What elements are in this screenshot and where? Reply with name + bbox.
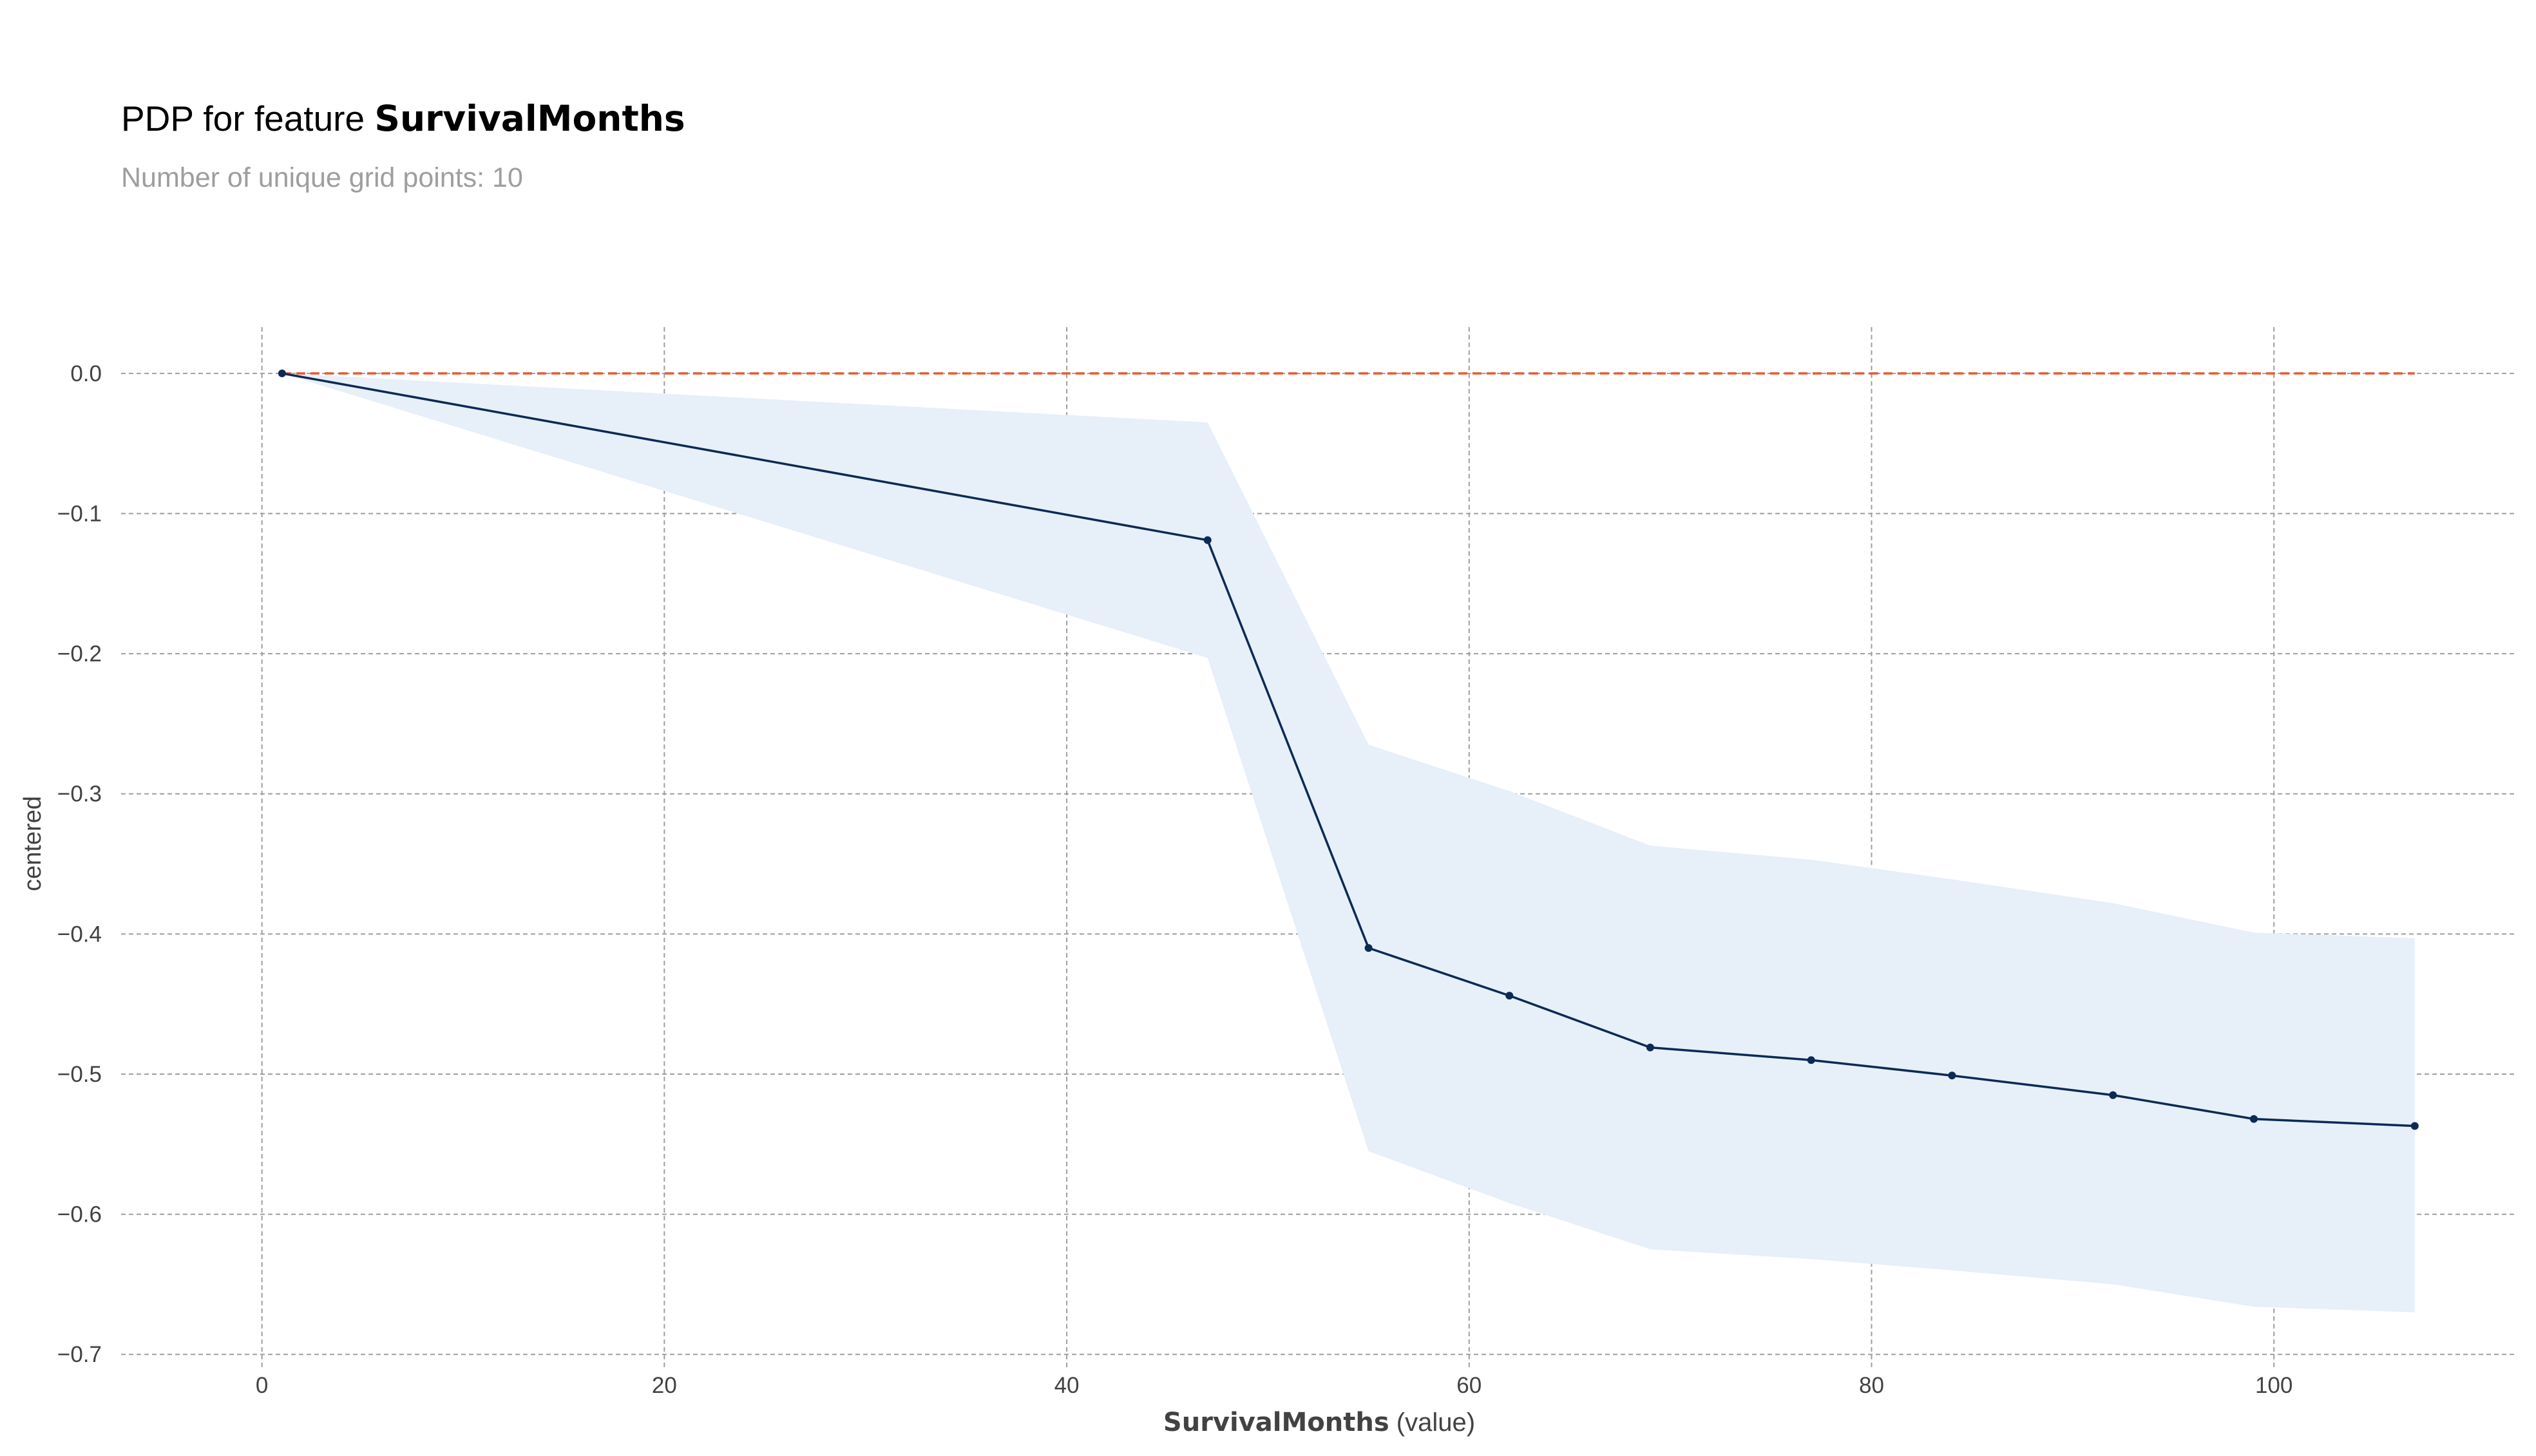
series-line-layer bbox=[281, 372, 2415, 1128]
confidence-band-layer bbox=[281, 373, 2415, 1312]
pdp-point bbox=[1948, 1072, 1956, 1080]
x-axis-label: SurvivalMonths (value) bbox=[1163, 1408, 1475, 1437]
pdp-point bbox=[278, 369, 286, 377]
confidence-band bbox=[281, 373, 2415, 1312]
pdp-point bbox=[2109, 1091, 2117, 1099]
chart-title: PDP for feature SurvivalMonths bbox=[121, 98, 685, 139]
pdp-point bbox=[1203, 536, 1212, 544]
x-tick-label: 100 bbox=[2255, 1373, 2293, 1398]
y-tick-label: −0.1 bbox=[57, 501, 102, 526]
y-tick-label: −0.3 bbox=[57, 782, 102, 807]
y-tick-label: −0.4 bbox=[57, 922, 102, 947]
x-tick-labels: 0 20 40 60 80 100 bbox=[256, 1373, 2293, 1398]
x-tick-label: 40 bbox=[1054, 1373, 1080, 1398]
x-axis-label-suffix: (value) bbox=[1389, 1408, 1475, 1437]
pdp-point bbox=[2410, 1122, 2419, 1130]
y-tick-label: −0.5 bbox=[57, 1062, 102, 1087]
pdp-point bbox=[1505, 992, 1514, 1000]
y-tick-labels: 0.0 −0.1 −0.2 −0.3 −0.4 −0.5 −0.6 −0.7 bbox=[57, 361, 102, 1367]
x-tick-label: 0 bbox=[256, 1373, 268, 1398]
y-tick-label: 0.0 bbox=[70, 361, 102, 386]
x-tick-label: 80 bbox=[1859, 1373, 1884, 1398]
pdp-point bbox=[1646, 1043, 1654, 1052]
y-tick-label: −0.7 bbox=[57, 1342, 102, 1367]
pdp-point bbox=[1364, 944, 1373, 952]
x-tick-label: 60 bbox=[1456, 1373, 1482, 1398]
x-tick-label: 20 bbox=[652, 1373, 677, 1398]
x-axis-label-feature: SurvivalMonths bbox=[1163, 1408, 1389, 1437]
pdp-point bbox=[1807, 1056, 1815, 1064]
chart-subtitle: Number of unique grid points: 10 bbox=[121, 162, 523, 193]
y-axis-label: centered bbox=[19, 796, 46, 891]
series-points-layer bbox=[278, 369, 2419, 1130]
pdp-point bbox=[2249, 1115, 2258, 1123]
y-tick-label: −0.6 bbox=[57, 1202, 102, 1227]
chart-title-prefix: PDP for feature bbox=[121, 99, 374, 138]
pdp-line bbox=[281, 372, 2415, 1128]
y-tick-label: −0.2 bbox=[57, 641, 102, 667]
chart-title-feature: SurvivalMonths bbox=[374, 98, 685, 139]
